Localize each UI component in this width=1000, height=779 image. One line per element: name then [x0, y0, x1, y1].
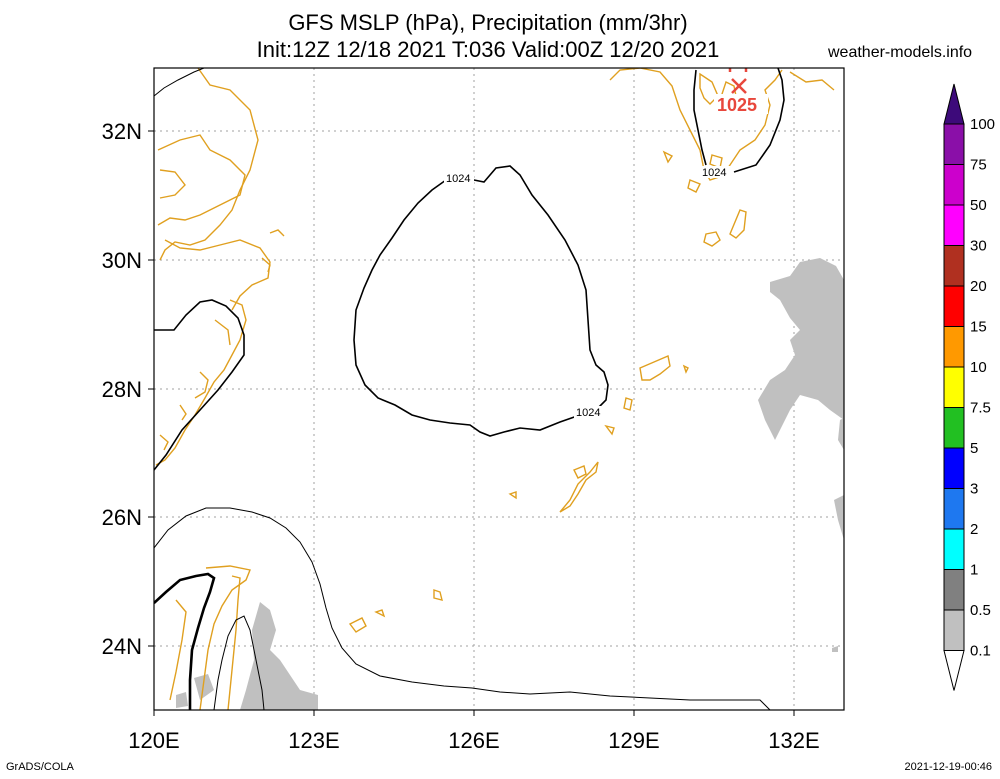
isobar-label: 1024 — [576, 407, 600, 419]
colorbar-bottom-arrow — [943, 650, 965, 691]
colorbar-swatch — [943, 285, 965, 327]
colorbar-label: 1 — [970, 562, 978, 579]
colorbar-label: 15 — [970, 319, 987, 336]
colorbar-label: 0.5 — [970, 602, 991, 619]
colorbar-swatch — [943, 609, 965, 651]
chart-title: GFS MSLP (hPa), Precipitation (mm/3hr) — [288, 10, 688, 35]
axis-ticks — [148, 130, 795, 716]
lon-tick-label: 132E — [768, 728, 819, 753]
lat-tick-label: 30N — [102, 248, 142, 273]
lat-tick-label: 28N — [102, 377, 142, 402]
colorbar: 100 75 50 30 20 15 10 7.5 5 3 2 1 0.5 0.1 — [943, 83, 995, 691]
map-area: 1024 1024 1024 1025 — [154, 68, 844, 710]
lat-tick-label: 24N — [102, 634, 142, 659]
isobar-label: 1024 — [446, 173, 470, 185]
lon-tick-label: 129E — [608, 728, 659, 753]
colorbar-label: 3 — [970, 481, 978, 498]
footer-credit: GrADS/COLA — [6, 761, 74, 773]
colorbar-swatch — [943, 326, 965, 368]
colorbar-label: 75 — [970, 157, 987, 174]
high-center-marker — [728, 68, 748, 94]
isobars — [154, 68, 785, 710]
colorbar-label: 7.5 — [970, 400, 991, 417]
colorbar-label: 0.1 — [970, 643, 991, 660]
colorbar-swatch — [943, 447, 965, 489]
colorbar-swatch — [943, 488, 965, 530]
colorbar-label: 10 — [970, 359, 987, 376]
precip-shading — [176, 258, 844, 710]
colorbar-label: 2 — [970, 521, 978, 538]
colorbar-label: 20 — [970, 278, 987, 295]
footer-timestamp: 2021-12-19-00:46 — [904, 761, 992, 773]
lon-tick-label: 120E — [128, 728, 179, 753]
colorbar-swatch — [943, 569, 965, 611]
colorbar-swatch — [943, 407, 965, 449]
high-center-label: 1025 — [717, 95, 757, 115]
lon-tick-label: 126E — [448, 728, 499, 753]
colorbar-swatch — [943, 528, 965, 570]
colorbar-top-arrow — [943, 83, 965, 125]
chart-subtitle: Init:12Z 12/18 2021 T:036 Valid:00Z 12/2… — [256, 37, 720, 62]
colorbar-label: 50 — [970, 197, 987, 214]
colorbar-swatch — [943, 204, 965, 246]
lon-tick-label: 123E — [288, 728, 339, 753]
isobar-label: 1024 — [702, 167, 726, 179]
site-label: weather-models.info — [828, 44, 973, 61]
lat-tick-label: 26N — [102, 505, 142, 530]
colorbar-label: 30 — [970, 238, 987, 255]
colorbar-label: 5 — [970, 440, 978, 457]
coastlines — [155, 68, 835, 710]
lat-tick-label: 32N — [102, 119, 142, 144]
colorbar-label: 100 — [970, 116, 995, 133]
colorbar-swatch — [943, 245, 965, 287]
colorbar-swatch — [943, 164, 965, 206]
colorbar-swatch — [943, 123, 965, 165]
colorbar-swatch — [943, 366, 965, 408]
